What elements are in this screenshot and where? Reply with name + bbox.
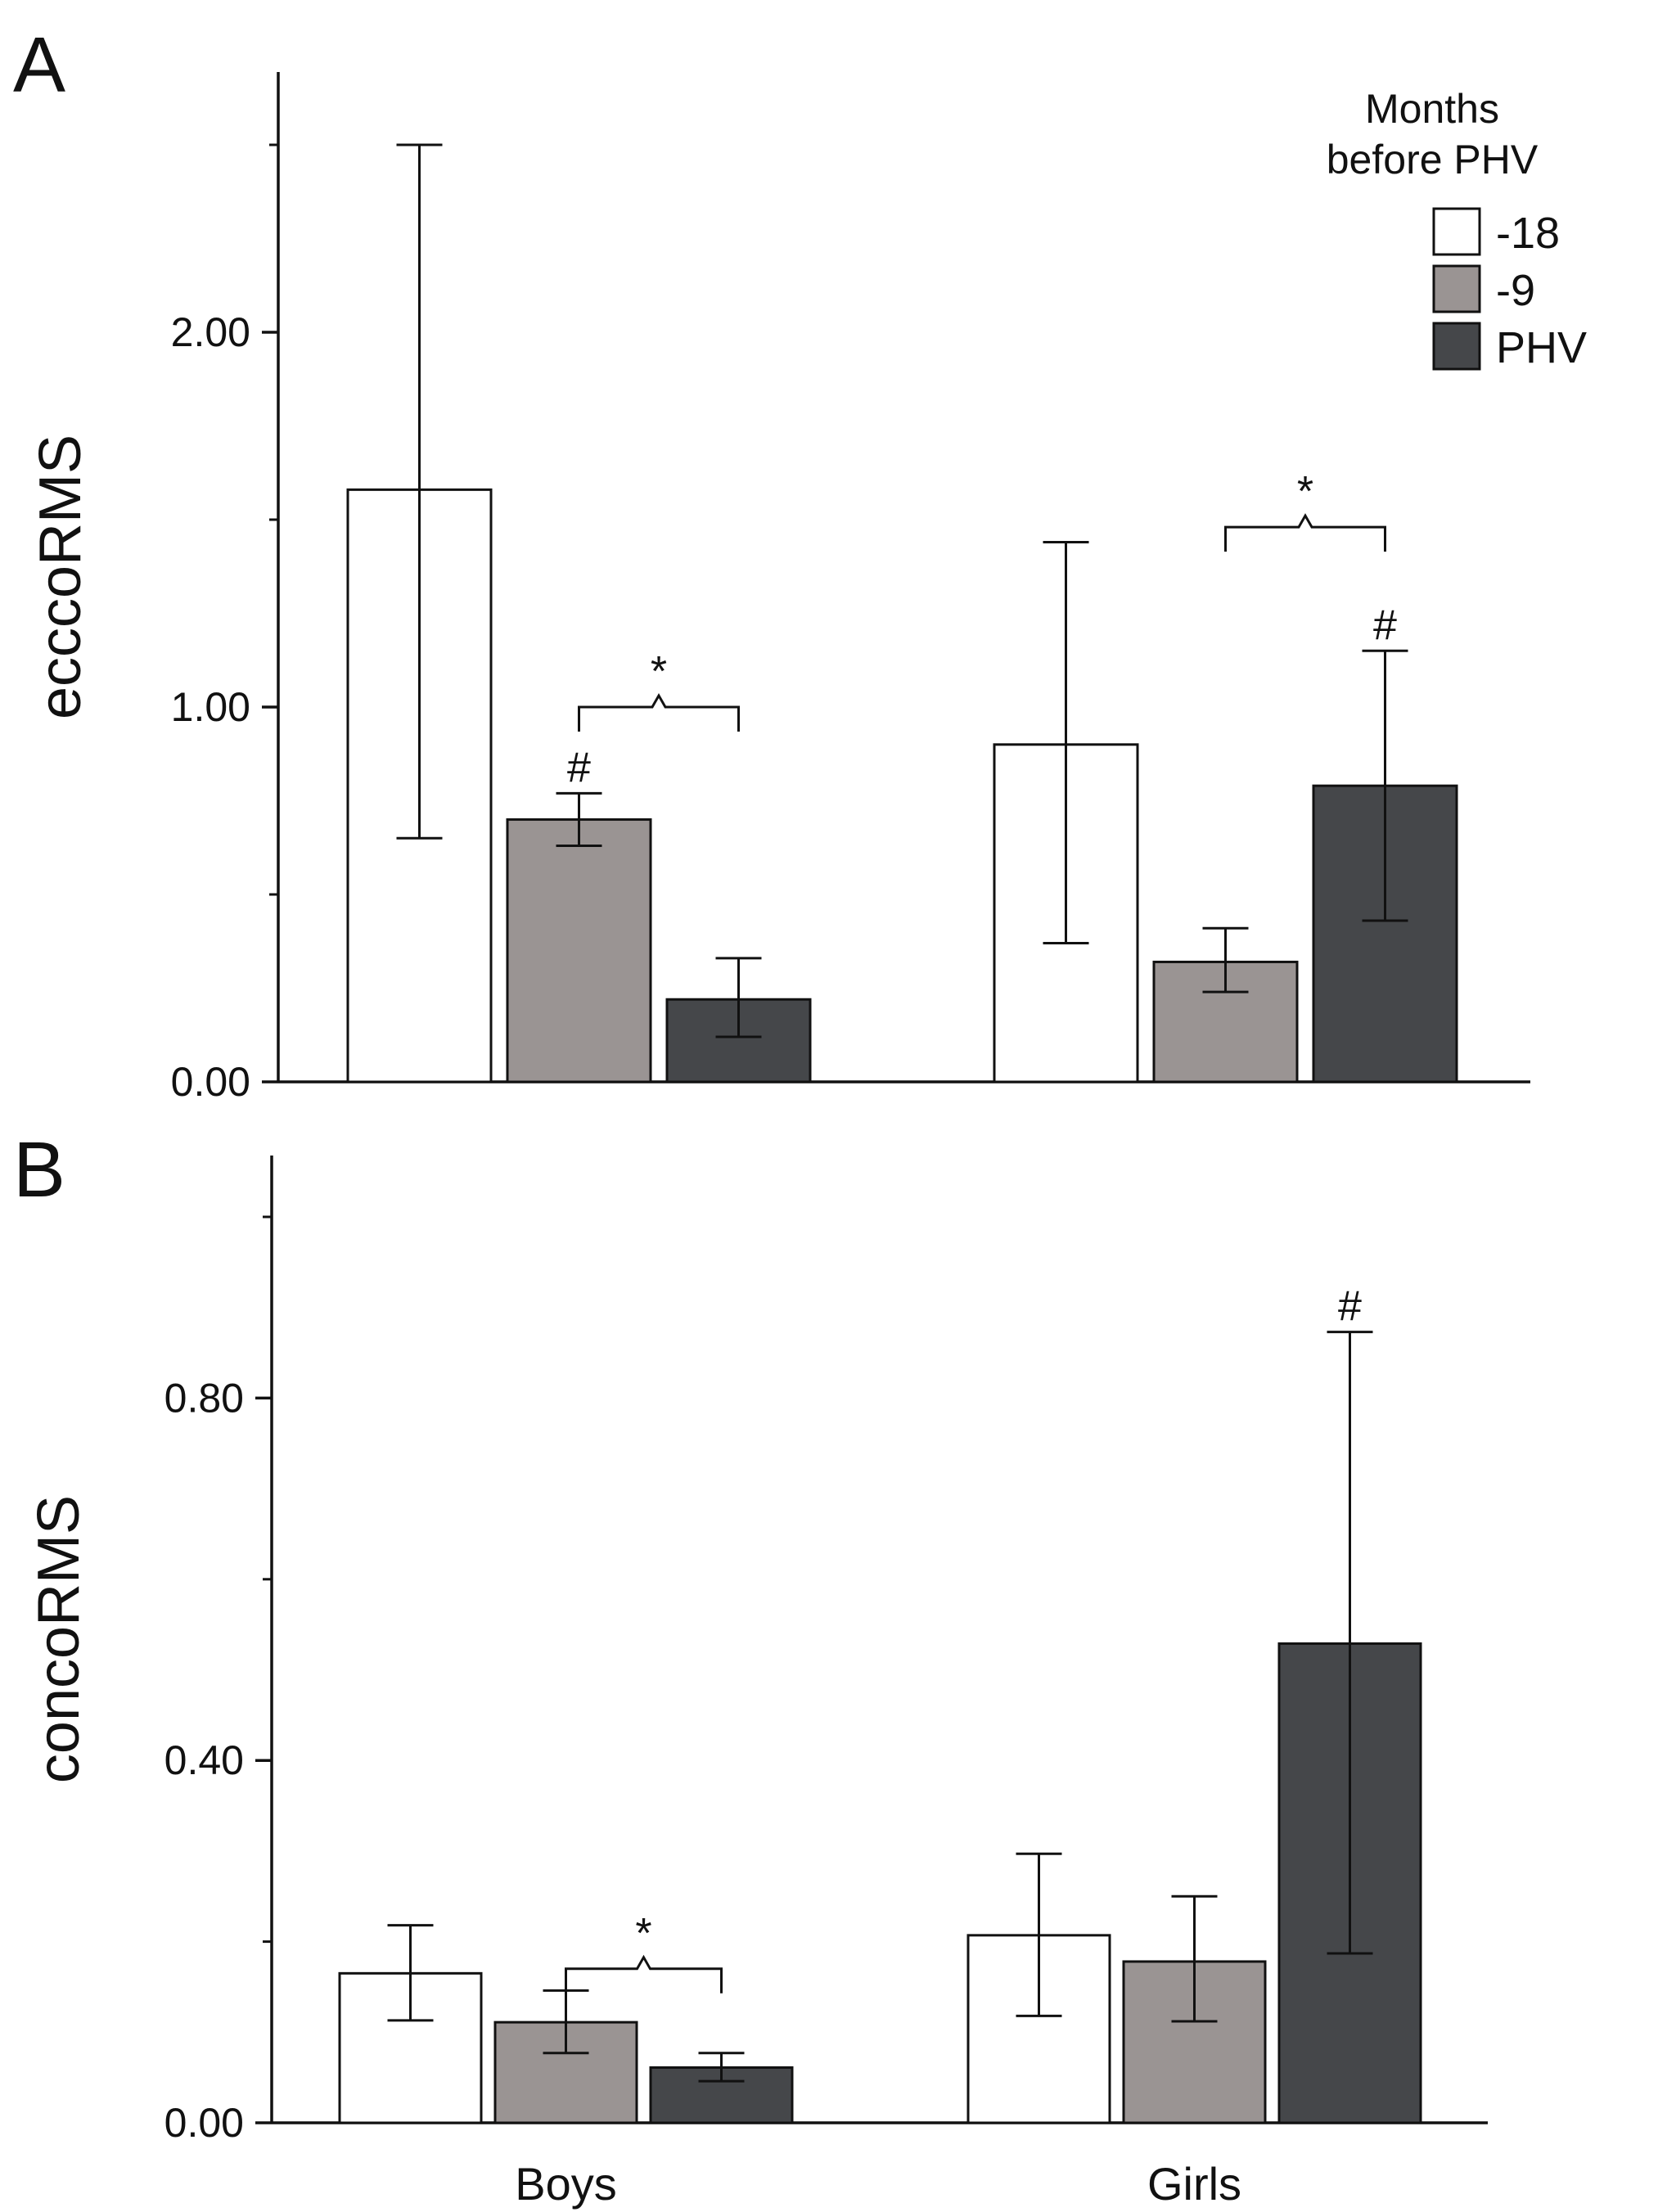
panel-b-label: B bbox=[13, 1126, 65, 1214]
panel-a-y-tick-label: 2.00 bbox=[171, 309, 250, 355]
panel-a-legend-swatch bbox=[1432, 322, 1481, 371]
panel-a-legend-swatch bbox=[1432, 207, 1481, 256]
panel-b-y-axis-title: concoRMS bbox=[26, 1495, 92, 1783]
panel-a-significance-bracket bbox=[578, 692, 740, 732]
panel-b-significance-bracket bbox=[565, 1954, 723, 1994]
panel-b-y-tick-label: 0.40 bbox=[164, 1737, 244, 1783]
panel-a-y-tick-label: 1.00 bbox=[171, 684, 250, 730]
panel-a-legend-label: -18 bbox=[1496, 209, 1560, 258]
panel-a-legend-label: -9 bbox=[1496, 266, 1535, 315]
panel-a-bar bbox=[665, 998, 812, 1083]
panel-a-significance-star: * bbox=[1297, 468, 1313, 516]
panel-a-hash-mark: # bbox=[1373, 601, 1397, 649]
panel-a-label: A bbox=[13, 21, 65, 109]
panel-a-hash-mark: # bbox=[567, 744, 591, 791]
panel-a-y-axis-title: ecccoRMS bbox=[28, 435, 93, 719]
panel-a-bar bbox=[506, 818, 652, 1083]
panel-b-x-tick-label: Boys bbox=[515, 2158, 617, 2210]
panel-a-significance-bracket bbox=[1224, 513, 1386, 552]
panel-b-hash-mark: # bbox=[1338, 1283, 1362, 1331]
panel-b-x-tick-label: Girls bbox=[1147, 2158, 1241, 2210]
panel-a-legend-swatch bbox=[1432, 264, 1481, 313]
panel-a-legend-title: before PHV bbox=[1327, 137, 1539, 182]
panel-b-y-tick-label: 0.00 bbox=[164, 2100, 244, 2146]
panel-a-legend-title: Months bbox=[1365, 86, 1499, 132]
panel-a-y-tick-label: 0.00 bbox=[171, 1059, 250, 1105]
panel-a-significance-star: * bbox=[651, 648, 667, 696]
panel-b-significance-star: * bbox=[635, 1910, 651, 1957]
panel-a-legend-label: PHV bbox=[1496, 323, 1587, 372]
panel-b-y-tick-label: 0.80 bbox=[164, 1375, 244, 1421]
